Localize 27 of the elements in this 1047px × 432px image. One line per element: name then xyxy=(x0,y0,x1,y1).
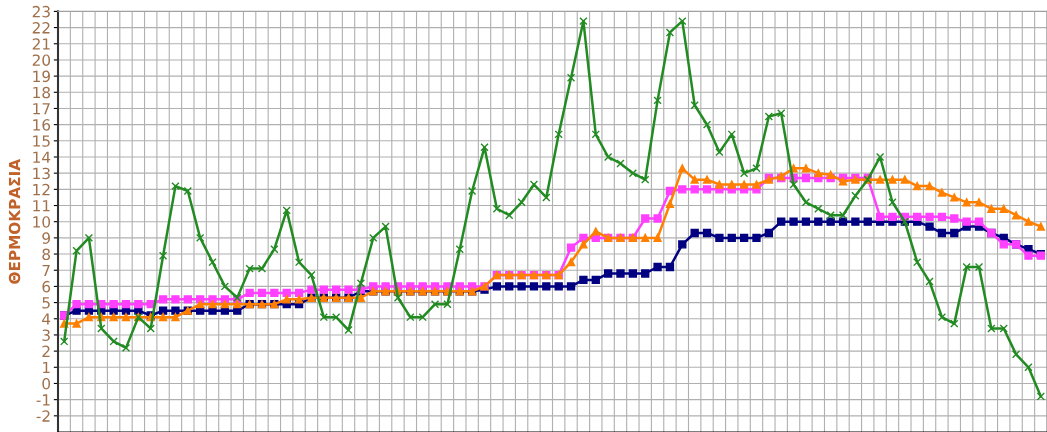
y-tick-label: 22 xyxy=(32,22,50,34)
y-tick-label: 17 xyxy=(33,103,50,115)
y-axis-title: ΘΕΡΜΟΚΡΑΣΙΑ xyxy=(8,158,21,284)
y-tick-label: 11 xyxy=(33,200,50,212)
y-tick-label: 5 xyxy=(42,297,50,309)
y-tick-label: 9 xyxy=(42,232,50,244)
y-tick-label: 14 xyxy=(33,151,51,163)
y-tick-label: 4 xyxy=(42,313,51,325)
y-tick-label: 2 xyxy=(42,345,50,357)
y-tick-label: 10 xyxy=(33,216,51,228)
y-tick-label: -2 xyxy=(36,410,50,422)
y-tick-label: 18 xyxy=(33,86,51,99)
y-tick-label: 7 xyxy=(42,264,50,277)
y-tick-label: 8 xyxy=(42,248,51,261)
y-tick-label: 21 xyxy=(32,38,50,50)
y-tick-label: 6 xyxy=(42,280,51,293)
y-tick-label: 23 xyxy=(32,5,50,18)
y-tick-label: 15 xyxy=(33,135,50,147)
y-tick-label: 0 xyxy=(42,377,51,390)
y-tick-label: 1 xyxy=(43,361,50,374)
y-tick-label: 13 xyxy=(33,167,50,180)
y-tick-label: 16 xyxy=(33,119,51,131)
y-tick-label: 20 xyxy=(32,54,51,66)
y-tick-label: 3 xyxy=(42,329,50,341)
y-tick-label: 19 xyxy=(33,70,50,83)
y-tick-label: 12 xyxy=(33,183,50,196)
y-tick-label: -1 xyxy=(36,394,50,406)
